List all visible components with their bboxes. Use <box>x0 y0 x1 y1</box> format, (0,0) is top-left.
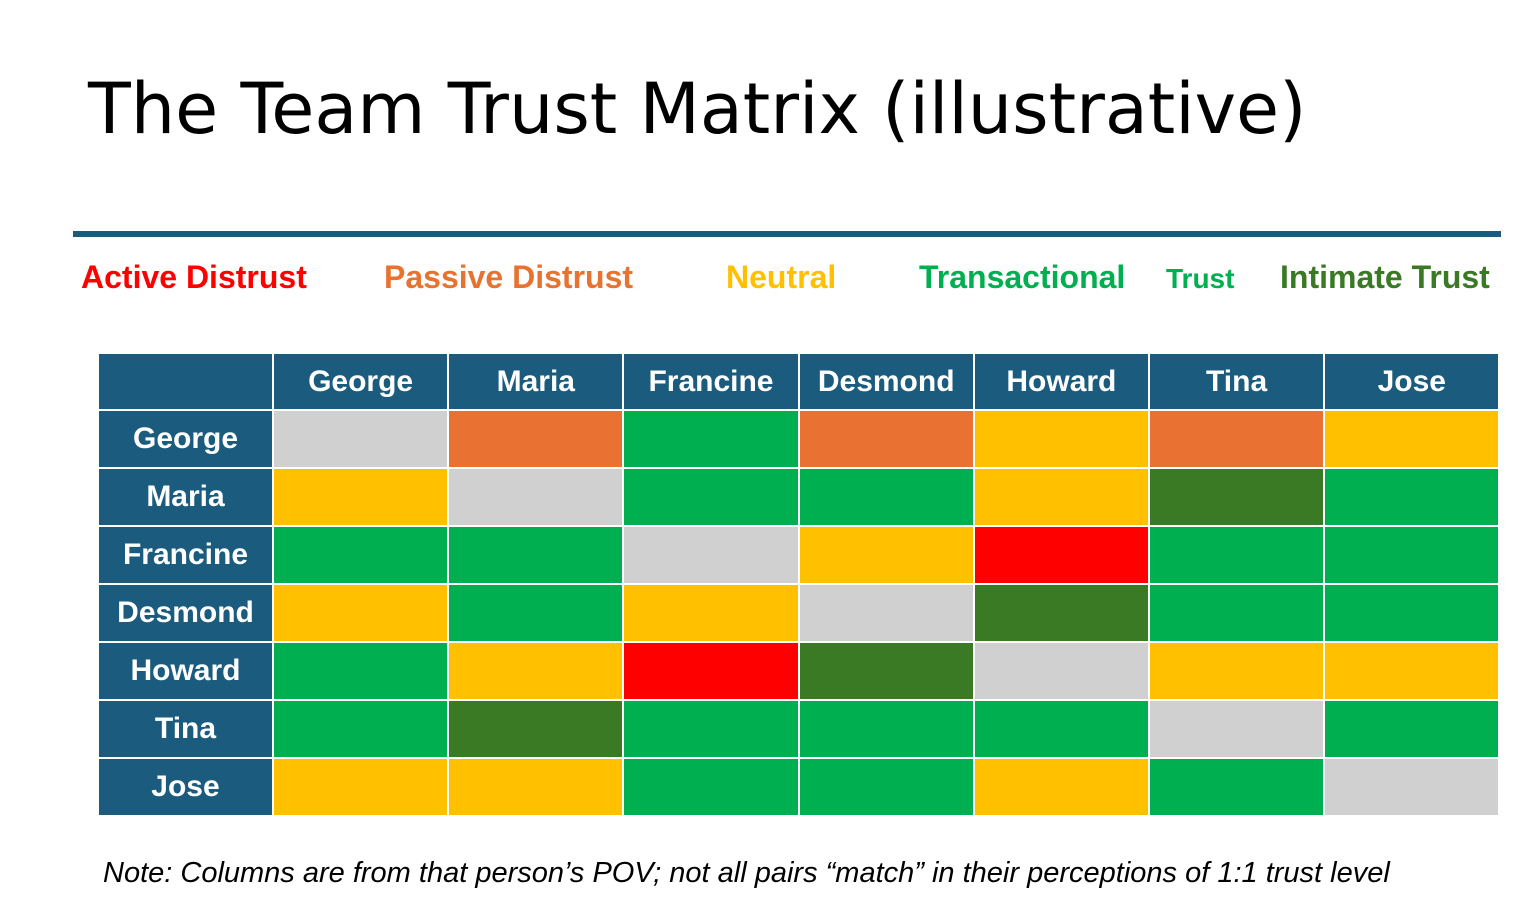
matrix-cell-francine-jose <box>1324 526 1500 584</box>
matrix-cell-howard-desmond <box>798 642 974 700</box>
row-header-francine: Francine <box>98 526 273 584</box>
matrix-cell-george-howard <box>973 410 1149 468</box>
matrix-cell-maria-francine <box>623 468 799 526</box>
matrix-cell-desmond-howard <box>973 584 1149 642</box>
matrix-cell-francine-francine <box>623 526 799 584</box>
row-header-maria: Maria <box>98 468 273 526</box>
row-header-tina: Tina <box>98 700 273 758</box>
matrix-cell-tina-howard <box>973 700 1149 758</box>
footnote: Note: Columns are from that person’s POV… <box>103 857 1390 889</box>
corner-header-cell <box>98 353 273 410</box>
column-header-george: George <box>273 353 449 410</box>
matrix-cell-tina-tina <box>1149 700 1325 758</box>
column-header-jose: Jose <box>1324 353 1500 410</box>
matrix-cell-tina-francine <box>623 700 799 758</box>
matrix-cell-maria-desmond <box>798 468 974 526</box>
matrix-cell-howard-francine <box>623 642 799 700</box>
matrix-cell-jose-jose <box>1324 758 1500 816</box>
matrix-cell-desmond-george <box>273 584 449 642</box>
legend-transactional-trust: Trust <box>1166 263 1235 294</box>
row-header-jose: Jose <box>98 758 273 816</box>
matrix-cell-tina-maria <box>448 700 624 758</box>
row-header-desmond: Desmond <box>98 584 273 642</box>
page-title: The Team Trust Matrix (illustrative) <box>88 68 1307 150</box>
column-header-tina: Tina <box>1149 353 1325 410</box>
matrix-cell-francine-howard <box>973 526 1149 584</box>
legend-active-distrust: Active Distrust <box>81 259 307 295</box>
matrix-cell-jose-maria <box>448 758 624 816</box>
matrix-cell-jose-francine <box>623 758 799 816</box>
column-header-howard: Howard <box>973 353 1149 410</box>
matrix-cell-desmond-francine <box>623 584 799 642</box>
matrix-cell-george-desmond <box>798 410 974 468</box>
matrix-cell-howard-jose <box>1324 642 1500 700</box>
matrix-cell-maria-jose <box>1324 468 1500 526</box>
matrix-cell-maria-tina <box>1149 468 1325 526</box>
legend-neutral: Neutral <box>726 259 837 295</box>
matrix-cell-george-tina <box>1149 410 1325 468</box>
matrix-cell-maria-maria <box>448 468 624 526</box>
matrix-cell-jose-desmond <box>798 758 974 816</box>
matrix-cell-george-jose <box>1324 410 1500 468</box>
matrix-cell-jose-george <box>273 758 449 816</box>
column-header-francine: Francine <box>623 353 799 410</box>
matrix-cell-george-maria <box>448 410 624 468</box>
matrix-cell-desmond-maria <box>448 584 624 642</box>
matrix-cell-jose-howard <box>973 758 1149 816</box>
matrix-cell-howard-tina <box>1149 642 1325 700</box>
matrix-cell-desmond-jose <box>1324 584 1500 642</box>
matrix-cell-tina-george <box>273 700 449 758</box>
matrix-cell-jose-tina <box>1149 758 1325 816</box>
matrix-cell-desmond-tina <box>1149 584 1325 642</box>
row-header-howard: Howard <box>98 642 273 700</box>
matrix-cell-desmond-desmond <box>798 584 974 642</box>
column-header-maria: Maria <box>448 353 624 410</box>
matrix-cell-francine-george <box>273 526 449 584</box>
legend-intimate-trust: Intimate Trust <box>1280 259 1490 295</box>
row-header-george: George <box>98 410 273 468</box>
column-header-desmond: Desmond <box>798 353 974 410</box>
matrix-cell-maria-howard <box>973 468 1149 526</box>
matrix-cell-howard-howard <box>973 642 1149 700</box>
matrix-cell-george-george <box>273 410 449 468</box>
matrix-cell-maria-george <box>273 468 449 526</box>
matrix-cell-howard-maria <box>448 642 624 700</box>
matrix-cell-howard-george <box>273 642 449 700</box>
matrix-cell-francine-tina <box>1149 526 1325 584</box>
matrix-cell-tina-desmond <box>798 700 974 758</box>
matrix-cell-tina-jose <box>1324 700 1500 758</box>
legend-transactional: Transactional <box>919 259 1126 295</box>
title-divider <box>73 231 1501 237</box>
legend-passive-distrust: Passive Distrust <box>384 259 634 295</box>
matrix-cell-francine-maria <box>448 526 624 584</box>
matrix-cell-george-francine <box>623 410 799 468</box>
matrix-cell-francine-desmond <box>798 526 974 584</box>
